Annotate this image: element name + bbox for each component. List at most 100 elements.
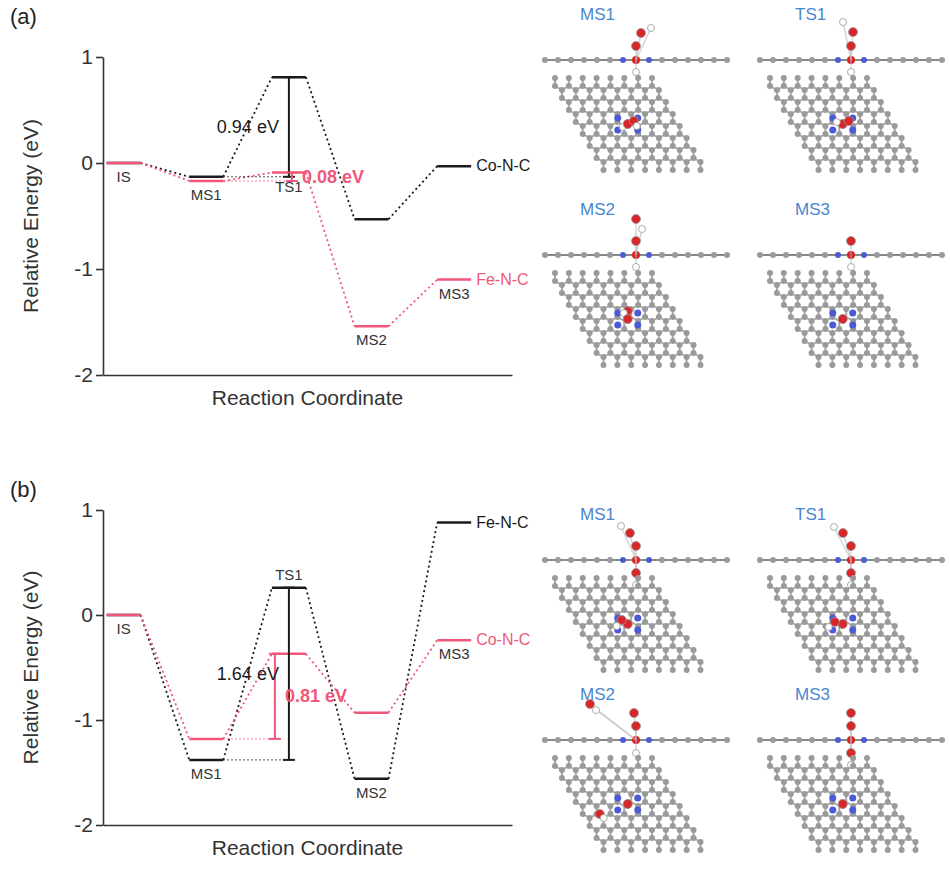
atom: [552, 583, 558, 589]
atom: [912, 159, 918, 165]
atom: [587, 611, 593, 617]
atom: [639, 226, 646, 233]
atom: [781, 583, 787, 589]
atom: [635, 75, 641, 81]
atom: [802, 282, 808, 288]
atom: [594, 607, 600, 613]
atom: [796, 252, 802, 258]
atom: [656, 595, 662, 601]
series-label: Co-N-C: [476, 631, 530, 648]
atom: [809, 107, 815, 113]
atom: [587, 87, 593, 93]
atom: [878, 155, 884, 161]
atom: [783, 557, 789, 563]
atom: [587, 314, 593, 320]
atom: [646, 557, 652, 563]
atom: [573, 619, 579, 625]
atom: [614, 135, 620, 141]
atom: [552, 270, 558, 276]
atom: [659, 57, 665, 63]
atom: [656, 587, 662, 593]
atom: [809, 557, 815, 563]
atom: [607, 278, 613, 284]
atom: [677, 342, 683, 348]
atom: [684, 159, 690, 165]
atom: [566, 583, 572, 589]
atom: [573, 95, 579, 101]
atom: [573, 611, 579, 617]
atom: [878, 107, 884, 113]
atom: [844, 117, 853, 126]
structure-label: MS1: [580, 505, 615, 524]
atom: [670, 659, 676, 665]
atom: [587, 635, 593, 641]
atom: [939, 557, 945, 563]
atom: [642, 135, 648, 141]
atom: [607, 350, 613, 356]
atom: [864, 326, 870, 332]
atom: [581, 557, 587, 563]
atom: [649, 326, 655, 332]
y-tick-mark: [96, 510, 103, 512]
atom: [663, 131, 669, 137]
atom: [663, 607, 669, 613]
atom: [600, 119, 606, 125]
atom: [642, 611, 648, 617]
energy-level: [107, 614, 141, 617]
y-tick: 0: [81, 151, 103, 174]
atom: [829, 667, 835, 673]
atom: [649, 647, 655, 653]
atom: [594, 278, 600, 284]
atom: [836, 278, 842, 284]
atom: [871, 167, 877, 173]
state-label: TS1: [275, 566, 303, 583]
atom: [614, 635, 620, 641]
atom: [788, 587, 794, 593]
atom: [621, 75, 627, 81]
atom: [885, 111, 891, 117]
atom: [850, 302, 856, 308]
connector: [306, 588, 355, 779]
atom: [642, 159, 648, 165]
atom: [663, 599, 669, 605]
atom: [839, 529, 848, 538]
atom: [587, 619, 593, 625]
atom: [620, 557, 626, 563]
bond: [843, 22, 851, 60]
atom: [581, 57, 587, 63]
energy-level: [107, 614, 141, 617]
atom: [795, 278, 801, 284]
atom: [628, 659, 634, 665]
atom: [781, 75, 787, 81]
atom: [587, 595, 593, 601]
atom: [815, 167, 821, 173]
atom: [670, 362, 676, 368]
atom: [594, 623, 600, 629]
atom: [939, 57, 945, 63]
energy-level: [189, 759, 223, 762]
atom: [573, 87, 579, 93]
atom: [542, 557, 548, 563]
connector: [306, 173, 355, 327]
barrier-cap: [269, 653, 281, 655]
atom: [648, 25, 655, 32]
atom: [848, 69, 855, 76]
atom: [594, 75, 600, 81]
atom: [767, 83, 773, 89]
atom: [568, 252, 574, 258]
atom: [857, 159, 863, 165]
atom: [600, 111, 606, 117]
structure-label: TS1: [795, 505, 826, 524]
atom: [857, 167, 863, 173]
structure-panel: TS1: [757, 505, 945, 673]
atom: [670, 143, 676, 149]
atom: [573, 290, 579, 296]
atom: [642, 143, 648, 149]
atom: [620, 252, 626, 258]
atom: [850, 75, 856, 81]
y-tick-mark: [96, 375, 103, 377]
figure: (a)-2-101Relative Energy (eV)Reaction Co…: [0, 0, 950, 896]
atom: [634, 615, 641, 622]
atom: [874, 57, 880, 63]
atom: [815, 119, 821, 125]
